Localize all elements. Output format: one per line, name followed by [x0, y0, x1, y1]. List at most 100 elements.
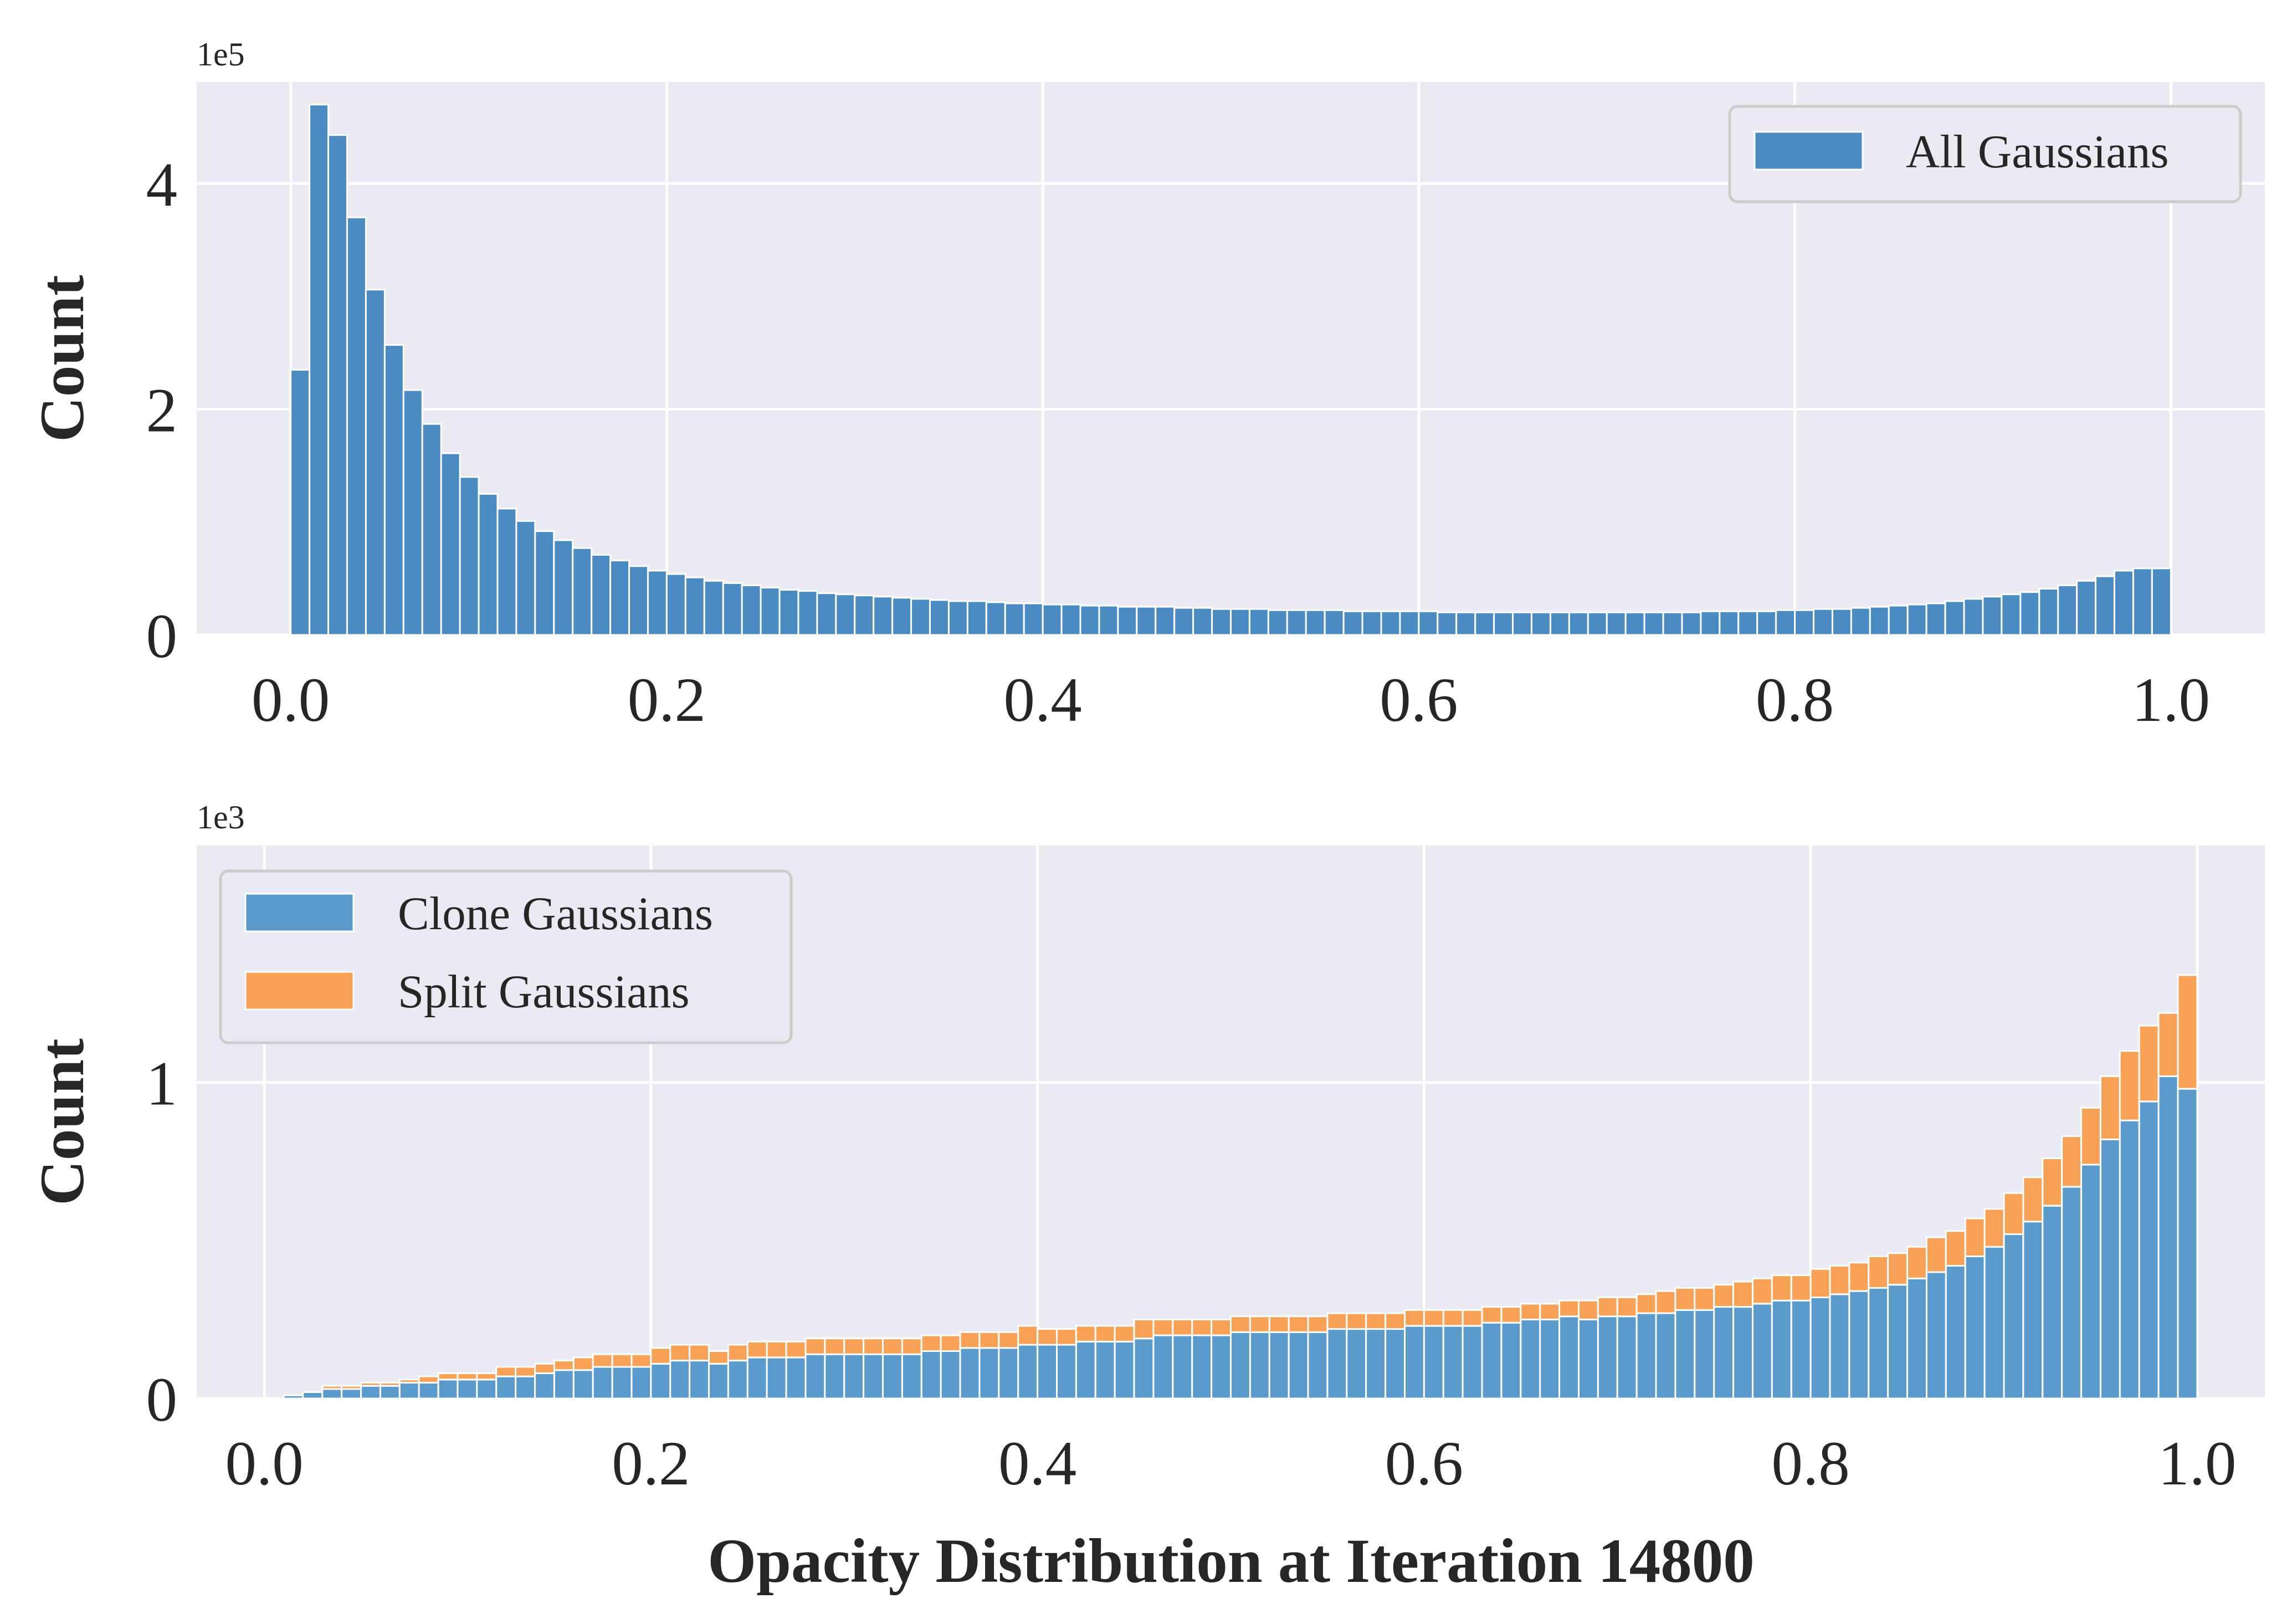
bar-all-gaussians: [1418, 610, 1439, 636]
bar-clone-gaussians: [283, 1394, 304, 1400]
bar-split-gaussians: [882, 1338, 903, 1355]
bar-all-gaussians: [873, 596, 894, 636]
bar-all-gaussians: [929, 599, 950, 636]
bar-clone-gaussians: [321, 1388, 343, 1400]
x-tick-label: 0.0: [225, 1429, 303, 1498]
bar-split-gaussians: [1133, 1318, 1155, 1340]
bar-split-gaussians: [1616, 1297, 1638, 1318]
legend-swatch-clone-gaussians: [244, 893, 355, 933]
bars-all-gaussians: [290, 104, 2172, 636]
bar-all-gaussians: [684, 576, 705, 636]
bar-split-gaussians: [1056, 1328, 1077, 1346]
bar-clone-gaussians: [882, 1353, 903, 1400]
bar-clone-gaussians: [1809, 1297, 1831, 1400]
bar-clone-gaussians: [1172, 1334, 1193, 1400]
bar-all-gaussians: [1813, 608, 1833, 636]
bar-clone-gaussians: [1732, 1306, 1753, 1400]
bar-all-gaussians: [1286, 609, 1307, 636]
bar-all-gaussians: [778, 589, 799, 636]
bar-split-gaussians: [398, 1379, 420, 1384]
bar-clone-gaussians: [1152, 1334, 1174, 1400]
bar-split-gaussians: [1655, 1290, 1676, 1314]
x-tick-label: 0.6: [1385, 1429, 1463, 1498]
bar-split-gaussians: [1365, 1312, 1387, 1330]
bar-all-gaussians: [383, 344, 404, 636]
bar-all-gaussians: [835, 593, 856, 636]
bar-all-gaussians: [1963, 598, 1984, 636]
bar-all-gaussians: [534, 530, 555, 636]
bar-all-gaussians: [1267, 609, 1288, 636]
bar-all-gaussians: [665, 573, 686, 636]
bar-clone-gaussians: [1674, 1309, 1696, 1400]
bar-all-gaussians: [1662, 611, 1683, 636]
bar-clone-gaussians: [2138, 1100, 2160, 1400]
bar-all-gaussians: [966, 600, 987, 636]
x-tick-label: 0.2: [628, 665, 706, 735]
bar-all-gaussians: [1869, 606, 1890, 636]
bar-split-gaussians: [1597, 1297, 1618, 1318]
bar-split-gaussians: [1191, 1318, 1213, 1336]
bar-clone-gaussians: [1925, 1271, 1947, 1400]
bar-all-gaussians: [1248, 608, 1269, 636]
bar-all-gaussians: [1925, 602, 1946, 636]
bar-clone-gaussians: [708, 1362, 729, 1400]
bar-all-gaussians: [1023, 602, 1044, 636]
bar-split-gaussians: [553, 1360, 575, 1371]
bar-split-gaussians: [1037, 1328, 1058, 1346]
bar-split-gaussians: [360, 1381, 381, 1387]
bar-all-gaussians: [2114, 570, 2134, 636]
bar-clone-gaussians: [1268, 1331, 1290, 1400]
bar-split-gaussians: [1403, 1309, 1425, 1327]
bar-clone-gaussians: [2022, 1221, 2044, 1400]
bar-all-gaussians: [891, 597, 912, 636]
bar-all-gaussians: [402, 389, 423, 636]
bar-split-gaussians: [1423, 1309, 1444, 1327]
bar-clone-gaussians: [1539, 1318, 1561, 1400]
bar-clone-gaussians: [920, 1350, 942, 1400]
bar-all-gaussians: [1042, 603, 1063, 636]
bar-split-gaussians: [1964, 1217, 1986, 1257]
offset-label-top: 1e5: [197, 36, 245, 73]
bar-clone-gaussians: [1945, 1264, 1966, 1400]
bar-split-gaussians: [2157, 1012, 2179, 1077]
y-axis-label-top: Count: [28, 275, 97, 442]
bar-clone-gaussians: [418, 1381, 439, 1400]
bar-split-gaussians: [2099, 1075, 2121, 1140]
bar-clone-gaussians: [998, 1347, 1019, 1400]
bar-clone-gaussians: [959, 1347, 981, 1400]
bar-clone-gaussians: [1868, 1287, 1889, 1400]
bar-all-gaussians: [1399, 610, 1420, 636]
bar-split-gaussians: [1500, 1306, 1522, 1324]
bar-split-gaussians: [1442, 1309, 1464, 1327]
bar-all-gaussians: [1342, 610, 1363, 636]
bar-clone-gaussians: [341, 1388, 362, 1400]
bar-split-gaussians: [457, 1372, 478, 1381]
bar-all-gaussians: [1155, 606, 1176, 636]
bar-all-gaussians: [2057, 584, 2078, 636]
bar-clone-gaussians: [1385, 1328, 1406, 1400]
bar-clone-gaussians: [1114, 1340, 1135, 1400]
x-tick-label: 0.4: [998, 1429, 1076, 1498]
bar-all-gaussians: [741, 584, 762, 636]
bar-clone-gaussians: [1790, 1299, 1812, 1400]
bar-split-gaussians: [689, 1344, 710, 1362]
bar-clone-gaussians: [1481, 1321, 1503, 1400]
bar-all-gaussians: [459, 476, 480, 636]
bar-split-gaussians: [1558, 1299, 1580, 1318]
bar-clone-gaussians: [1133, 1338, 1155, 1400]
bar-clone-gaussians: [495, 1375, 517, 1400]
bar-clone-gaussians: [1887, 1284, 1909, 1400]
bar-all-gaussians: [2038, 587, 2059, 636]
bar-all-gaussians: [478, 493, 499, 636]
bar-all-gaussians: [1737, 610, 1758, 636]
bar-split-gaussians: [1868, 1255, 1889, 1289]
bar-split-gaussians: [1114, 1325, 1135, 1343]
bar-split-gaussians: [1829, 1264, 1850, 1295]
bar-clone-gaussians: [1635, 1312, 1657, 1400]
bar-clone-gaussians: [689, 1360, 710, 1400]
bar-split-gaussians: [1017, 1325, 1039, 1346]
bar-clone-gaussians: [1751, 1303, 1773, 1400]
bar-all-gaussians: [1380, 610, 1401, 636]
bar-split-gaussians: [1094, 1325, 1116, 1343]
